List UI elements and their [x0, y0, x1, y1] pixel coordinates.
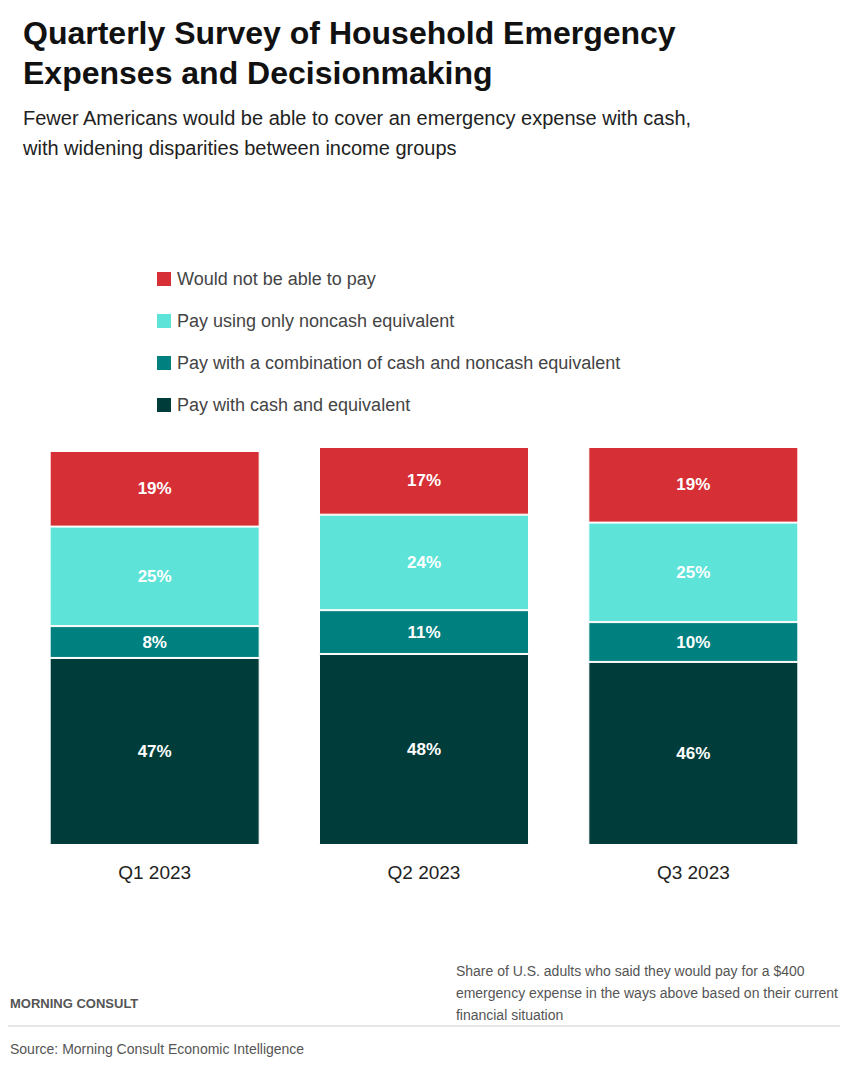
svg-text:Q2 2023: Q2 2023	[388, 862, 461, 883]
svg-text:Pay using only noncash equival: Pay using only noncash equivalent	[177, 311, 454, 331]
svg-text:MORNING CONSULT: MORNING CONSULT	[10, 996, 138, 1011]
svg-text:19%: 19%	[676, 475, 710, 494]
svg-text:Share of U.S. adults who said: Share of U.S. adults who said they would…	[456, 963, 805, 979]
svg-text:Pay with a combination of cash: Pay with a combination of cash and nonca…	[177, 353, 620, 373]
svg-text:Would not be able to pay: Would not be able to pay	[177, 269, 376, 289]
svg-text:11%: 11%	[407, 623, 440, 642]
svg-text:emergency expense in the ways: emergency expense in the ways above base…	[456, 985, 838, 1001]
svg-text:25%: 25%	[138, 567, 172, 586]
svg-text:Q3 2023: Q3 2023	[657, 862, 730, 883]
svg-text:46%: 46%	[676, 744, 710, 763]
svg-text:Source: Morning Consult Econom: Source: Morning Consult Economic Intelli…	[10, 1041, 304, 1057]
svg-text:Fewer Americans would be able: Fewer Americans would be able to cover a…	[23, 107, 697, 129]
svg-text:19%: 19%	[138, 479, 172, 498]
svg-text:Expenses and Decisionmaking: Expenses and Decisionmaking	[23, 55, 493, 91]
svg-text:17%: 17%	[407, 471, 441, 490]
svg-text:with widening disparities betw: with widening disparities between income…	[22, 137, 457, 159]
svg-text:Quarterly Survey of Household: Quarterly Survey of Household Emergency	[23, 15, 685, 51]
svg-text:25%: 25%	[676, 563, 710, 582]
svg-text:47%: 47%	[138, 742, 172, 761]
svg-text:8%: 8%	[142, 633, 167, 652]
svg-text:Pay with cash and equivalent: Pay with cash and equivalent	[177, 395, 410, 415]
svg-text:10%: 10%	[676, 633, 710, 652]
svg-text:financial situation: financial situation	[456, 1007, 563, 1023]
svg-text:24%: 24%	[407, 553, 441, 572]
svg-text:Q1 2023: Q1 2023	[118, 862, 191, 883]
svg-text:48%: 48%	[407, 740, 441, 759]
